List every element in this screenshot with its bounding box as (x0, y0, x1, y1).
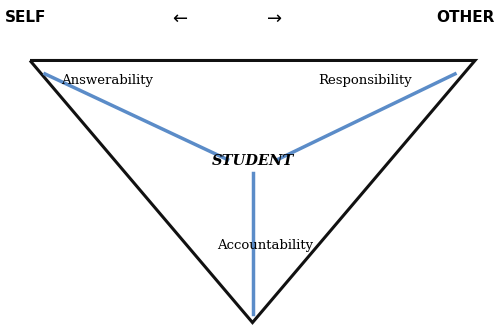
Text: Accountability: Accountability (217, 239, 313, 252)
Text: Responsibility: Responsibility (318, 74, 412, 87)
Text: STUDENT: STUDENT (212, 154, 294, 168)
Text: ←: ← (172, 10, 188, 28)
Text: SELF: SELF (5, 10, 46, 25)
Text: →: → (268, 10, 282, 28)
Text: Answerability: Answerability (62, 74, 154, 87)
Text: OTHER: OTHER (436, 10, 495, 25)
